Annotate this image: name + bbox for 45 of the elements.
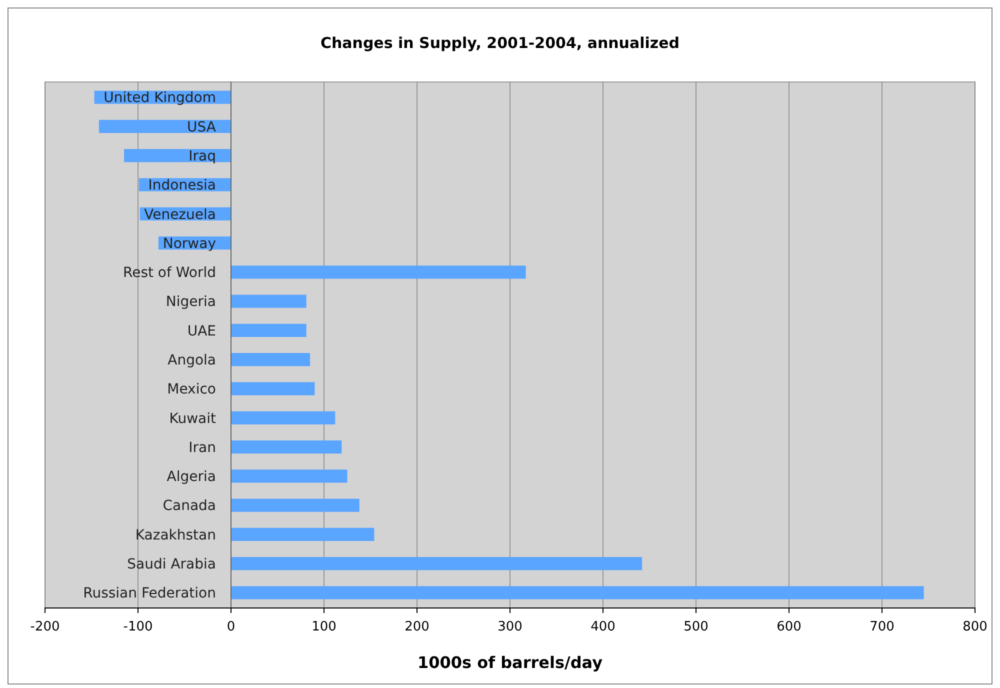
bar xyxy=(98,120,231,133)
y-tick-label: Algeria xyxy=(166,469,216,486)
bar xyxy=(231,382,315,396)
x-tick-label: 700 xyxy=(870,619,894,634)
bar xyxy=(124,149,231,162)
bar xyxy=(231,557,642,570)
x-tick-label: 100 xyxy=(312,619,336,634)
y-tick-label: USA xyxy=(187,119,216,136)
x-tick-label: 200 xyxy=(404,619,430,634)
y-tick-label: United Kingdom xyxy=(104,90,216,106)
x-tick-label: 800 xyxy=(962,619,988,634)
y-tick-label: Mexico xyxy=(167,382,216,398)
y-tick-label: Saudi Arabia xyxy=(127,556,216,572)
y-tick-label: Canada xyxy=(162,498,216,514)
bar xyxy=(231,586,924,600)
bar xyxy=(231,411,336,424)
bar xyxy=(231,324,306,337)
bar xyxy=(231,266,526,279)
y-tick-label: Norway xyxy=(162,236,216,252)
y-tick-label: Iraq xyxy=(188,148,216,164)
x-tick-label: 0 xyxy=(226,619,236,634)
bar xyxy=(231,353,310,366)
y-tick-label: UAE xyxy=(187,323,216,340)
y-tick-label: Russian Federation xyxy=(83,586,216,602)
bar xyxy=(231,294,306,308)
bar xyxy=(231,470,348,483)
x-tick-label: -100 xyxy=(123,619,153,634)
y-tick-label: Indonesia xyxy=(148,178,216,194)
bar xyxy=(231,498,360,512)
y-tick-label: Venezuela xyxy=(144,206,216,223)
x-tick-label: 600 xyxy=(776,619,802,634)
chart-title: Changes in Supply, 2001-2004, annualized xyxy=(320,34,680,52)
x-tick-label: 400 xyxy=(590,619,616,634)
y-tick-label: Angola xyxy=(168,352,216,368)
x-tick-label: 300 xyxy=(498,619,522,634)
x-tick-label: -200 xyxy=(30,619,60,634)
y-tick-label: Nigeria xyxy=(166,294,216,310)
y-tick-label: Iran xyxy=(188,440,216,456)
bar xyxy=(231,440,342,454)
x-axis-title: 1000s of barrels/day xyxy=(417,653,604,672)
x-tick-label: 500 xyxy=(684,619,708,634)
bar xyxy=(231,528,374,541)
y-tick-label: Kazakhstan xyxy=(135,527,216,544)
y-tick-label: Rest of World xyxy=(122,265,216,282)
y-tick-label: Kuwait xyxy=(169,410,217,427)
